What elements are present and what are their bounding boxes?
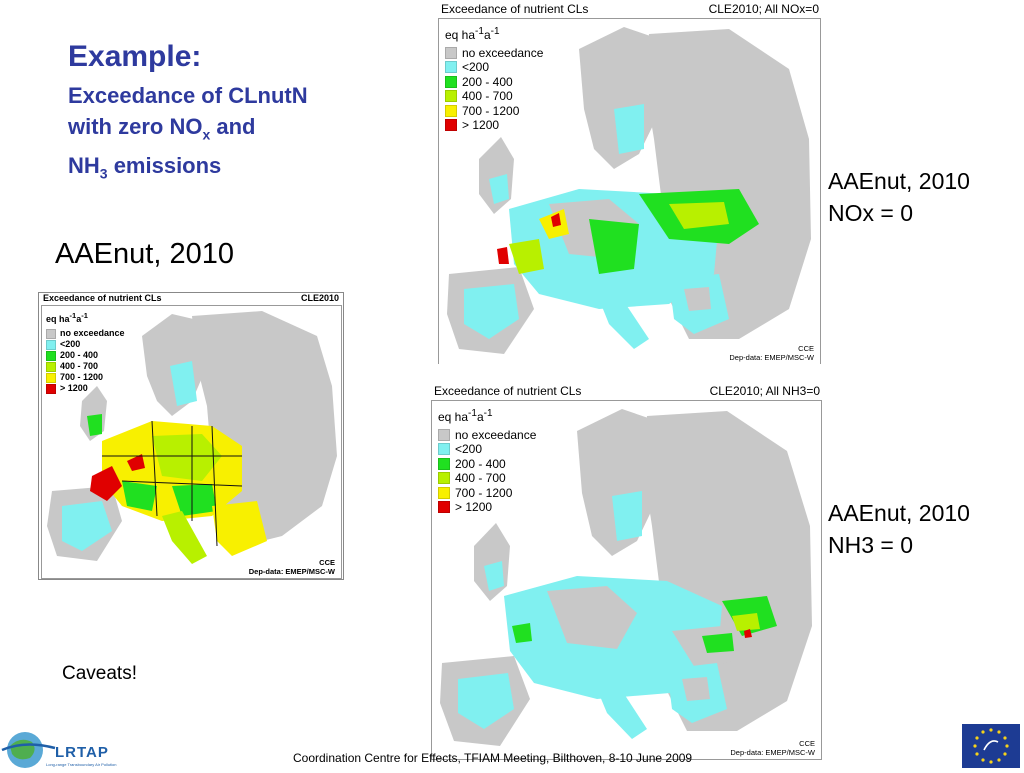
slide-footer: Coordination Centre for Effects, TFIAM M… [293, 751, 693, 765]
legend-swatch [438, 472, 450, 485]
subtitle-line-2: with zero NOx and [68, 114, 256, 143]
legend-item: 700 - 1200 [46, 372, 125, 383]
legend-item: 400 - 700 [46, 361, 125, 372]
map-top-right-legend: eq ha-1a-1 no exceedance <200 200 - 400 … [445, 25, 543, 133]
map-bottom-right-scenario: CLE2010; All NH3=0 [709, 384, 820, 398]
legend-item: 200 - 400 [445, 75, 543, 90]
legend-swatch [46, 361, 56, 372]
legend-swatch [438, 486, 450, 499]
legend-item: 200 - 400 [438, 457, 536, 472]
map-top-right-title: Exceedance of nutrient CLs [441, 2, 589, 16]
legend-item: 400 - 700 [438, 471, 536, 486]
legend-swatch [46, 383, 56, 394]
legend-swatch [445, 61, 457, 74]
legend-item: no exceedance [438, 428, 536, 443]
legend-item: 700 - 1200 [438, 486, 536, 501]
legend-item: 700 - 1200 [445, 104, 543, 119]
map-top-right-credit: CCE Dep-data: EMEP/MSC-W [729, 344, 814, 362]
map-bottom-right-legend: eq ha-1a-1 no exceedance <200 200 - 400 … [438, 407, 536, 515]
lrtap-logo-text: LRTAP [55, 744, 109, 761]
bottom-right-map-label: AAEnut, 2010 NH3 = 0 [828, 500, 970, 558]
map-top-right-header: Exceedance of nutrient CLs CLE2010; All … [437, 2, 823, 16]
legend-item: > 1200 [438, 500, 536, 515]
legend-swatch [46, 339, 56, 350]
map-top-right-area: eq ha-1a-1 no exceedance <200 200 - 400 … [438, 18, 821, 364]
legend-swatch [438, 457, 450, 470]
eu-stars-icon [962, 724, 1020, 768]
map-left-header: Exceedance of nutrient CLs CLE2010 [39, 293, 343, 303]
top-right-map-label: AAEnut, 2010 NOx = 0 [828, 168, 970, 226]
map-bottom-right-header: Exceedance of nutrient CLs CLE2010; All … [430, 384, 824, 398]
map-bottom-right: Exceedance of nutrient CLs CLE2010; All … [430, 384, 824, 760]
map-bottom-right-credit: CCE Dep-data: EMEP/MSC-W [730, 739, 815, 757]
legend-unit: eq ha-1a-1 [46, 311, 88, 324]
map-left-title: Exceedance of nutrient CLs [43, 293, 162, 303]
legend-swatch [445, 46, 457, 59]
slide-subtitle: Exceedance of CLnutN with zero NOx and N… [68, 80, 398, 190]
map-bottom-right-area: eq ha-1a-1 no exceedance <200 200 - 400 … [431, 400, 822, 760]
map-top-right-scenario: CLE2010; All NOx=0 [708, 2, 819, 16]
left-map-label: AAEnut, 2010 [55, 238, 234, 270]
legend-swatch [438, 501, 450, 514]
map-top-right: Exceedance of nutrient CLs CLE2010; All … [437, 2, 823, 364]
lrtap-logo-tagline: Long-range Transboundary Air Pollution [46, 762, 117, 767]
map-left-credit: CCE Dep-data: EMEP/MSC-W [248, 558, 335, 576]
map-top-right-graphic [447, 27, 811, 354]
legend-item: 400 - 700 [445, 89, 543, 104]
map-left-area: eq ha-1a-1 no exceedance <200 200 - 400 … [41, 305, 342, 579]
legend-swatch [46, 350, 56, 361]
legend-item: <200 [438, 442, 536, 457]
legend-swatch [46, 328, 56, 339]
subtitle-line-3: NH3 emissions [68, 153, 222, 182]
legend-swatch [438, 428, 450, 441]
legend-item: > 1200 [46, 383, 125, 394]
eu-life-logo [962, 724, 1020, 768]
legend-item: <200 [445, 60, 543, 75]
legend-item: no exceedance [445, 46, 543, 61]
legend-item: no exceedance [46, 328, 125, 339]
legend-swatch [445, 104, 457, 117]
legend-item: 200 - 400 [46, 350, 125, 361]
legend-item: <200 [46, 339, 125, 350]
map-left: Exceedance of nutrient CLs CLE2010 [38, 292, 344, 580]
legend-swatch [445, 75, 457, 88]
subtitle-line-1: Exceedance of CLnutN [68, 83, 308, 108]
legend-unit: eq ha-1a-1 [445, 26, 500, 42]
legend-unit: eq ha-1a-1 [438, 408, 493, 424]
legend-swatch [445, 90, 457, 103]
caveats-note: Caveats! [62, 663, 137, 684]
map-bottom-right-graphic [440, 409, 812, 746]
map-bottom-right-title: Exceedance of nutrient CLs [434, 384, 582, 398]
map-left-scenario: CLE2010 [300, 293, 339, 303]
legend-swatch [46, 372, 56, 383]
map-left-graphic [47, 311, 337, 564]
globe-icon [1, 732, 56, 768]
legend-swatch [438, 443, 450, 456]
slide-title: Example: [68, 40, 202, 73]
legend-swatch [445, 119, 457, 132]
map-left-legend: eq ha-1a-1 no exceedance <200 200 - 400 … [46, 310, 125, 394]
lrtap-logo: LRTAP Long-range Transboundary Air Pollu… [0, 728, 150, 768]
legend-item: > 1200 [445, 118, 543, 133]
